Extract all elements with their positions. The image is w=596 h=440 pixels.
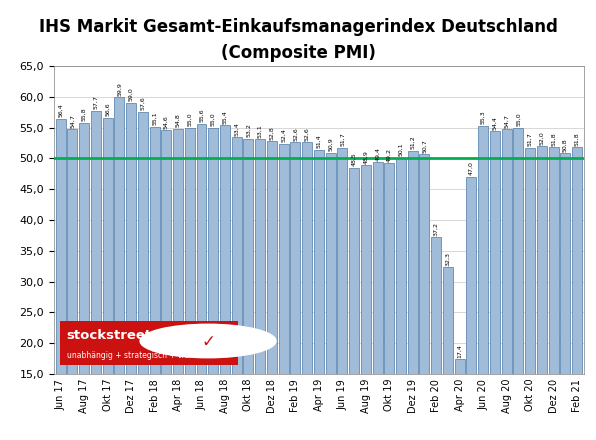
- Bar: [572, 147, 582, 440]
- Bar: [162, 130, 171, 440]
- Text: 37,2: 37,2: [434, 222, 439, 236]
- Text: 51,7: 51,7: [527, 132, 533, 147]
- Text: 49,4: 49,4: [375, 147, 380, 161]
- Bar: [408, 151, 418, 440]
- Text: 54,7: 54,7: [504, 114, 509, 128]
- Text: 50,1: 50,1: [399, 143, 403, 156]
- Text: 53,4: 53,4: [234, 122, 239, 136]
- Text: 47,0: 47,0: [469, 161, 474, 175]
- Text: 55,0: 55,0: [187, 113, 193, 126]
- Text: 52,8: 52,8: [269, 126, 274, 139]
- Text: 53,1: 53,1: [257, 124, 263, 138]
- Bar: [337, 148, 347, 440]
- Text: ✓: ✓: [201, 334, 215, 351]
- Bar: [314, 150, 324, 440]
- Text: 52,4: 52,4: [281, 128, 286, 142]
- Text: 49,2: 49,2: [387, 148, 392, 162]
- Text: 52,6: 52,6: [293, 127, 298, 141]
- Text: 59,0: 59,0: [129, 88, 134, 101]
- Bar: [420, 154, 430, 440]
- Bar: [478, 126, 488, 440]
- Bar: [443, 268, 453, 440]
- Bar: [185, 128, 195, 440]
- Text: IHS Markit Gesamt-Einkaufsmanagerindex Deutschland: IHS Markit Gesamt-Einkaufsmanagerindex D…: [39, 18, 557, 36]
- Bar: [396, 158, 406, 440]
- Bar: [197, 124, 206, 440]
- Bar: [79, 123, 89, 440]
- Bar: [490, 131, 500, 440]
- Text: (Composite PMI): (Composite PMI): [221, 44, 375, 62]
- Bar: [537, 146, 547, 440]
- Text: 52,0: 52,0: [539, 131, 544, 144]
- Bar: [55, 119, 66, 440]
- Text: 51,8: 51,8: [575, 132, 579, 146]
- Bar: [267, 141, 277, 440]
- Text: 50,7: 50,7: [422, 139, 427, 153]
- Text: 55,0: 55,0: [516, 113, 521, 126]
- Bar: [126, 103, 136, 440]
- Bar: [349, 168, 359, 440]
- Bar: [525, 148, 535, 440]
- Bar: [279, 143, 288, 440]
- Bar: [325, 153, 336, 440]
- Bar: [560, 154, 570, 440]
- Text: 55,3: 55,3: [480, 110, 486, 124]
- Text: 56,6: 56,6: [105, 103, 110, 116]
- Text: 57,6: 57,6: [140, 96, 145, 110]
- Bar: [361, 165, 371, 440]
- Text: 55,6: 55,6: [199, 109, 204, 122]
- Text: 54,8: 54,8: [176, 114, 181, 127]
- Text: 48,9: 48,9: [364, 150, 368, 164]
- Text: 48,5: 48,5: [352, 152, 356, 166]
- Bar: [502, 129, 511, 440]
- Bar: [67, 129, 77, 440]
- Bar: [173, 129, 183, 440]
- Text: 50,9: 50,9: [328, 138, 333, 151]
- Bar: [302, 143, 312, 440]
- Circle shape: [140, 324, 276, 358]
- Bar: [432, 237, 441, 440]
- Bar: [548, 147, 558, 440]
- Text: 54,6: 54,6: [164, 115, 169, 128]
- Text: 17,4: 17,4: [457, 344, 462, 358]
- Text: 55,0: 55,0: [211, 113, 216, 126]
- Text: 50,8: 50,8: [563, 138, 568, 152]
- Text: 55,1: 55,1: [152, 112, 157, 125]
- Text: 56,4: 56,4: [58, 104, 63, 117]
- Bar: [467, 177, 476, 440]
- Text: 55,8: 55,8: [82, 107, 86, 121]
- Bar: [513, 128, 523, 440]
- Bar: [243, 139, 253, 440]
- Bar: [150, 127, 160, 440]
- Text: 51,7: 51,7: [340, 132, 345, 147]
- Text: stockstreet.de: stockstreet.de: [67, 329, 175, 342]
- Bar: [232, 137, 242, 440]
- Text: 54,7: 54,7: [70, 114, 75, 128]
- Text: 55,4: 55,4: [222, 110, 228, 124]
- Text: 51,8: 51,8: [551, 132, 556, 146]
- Bar: [91, 111, 101, 440]
- Bar: [372, 162, 383, 440]
- Text: 51,4: 51,4: [316, 135, 321, 148]
- Text: 32,3: 32,3: [445, 252, 451, 266]
- Bar: [114, 97, 125, 440]
- Bar: [208, 128, 218, 440]
- Text: 57,7: 57,7: [94, 95, 98, 110]
- Text: 59,9: 59,9: [117, 82, 122, 96]
- Bar: [290, 143, 300, 440]
- Bar: [138, 112, 148, 440]
- Bar: [103, 118, 113, 440]
- Bar: [255, 139, 265, 440]
- Text: 54,4: 54,4: [492, 116, 498, 130]
- Text: 53,2: 53,2: [246, 123, 251, 137]
- Text: 51,2: 51,2: [410, 136, 415, 150]
- Text: unabhängig + strategisch + trefflicher: unabhängig + strategisch + trefflicher: [67, 351, 216, 360]
- Text: 52,6: 52,6: [305, 127, 310, 141]
- Bar: [384, 163, 395, 440]
- Bar: [220, 125, 230, 440]
- Bar: [455, 359, 465, 440]
